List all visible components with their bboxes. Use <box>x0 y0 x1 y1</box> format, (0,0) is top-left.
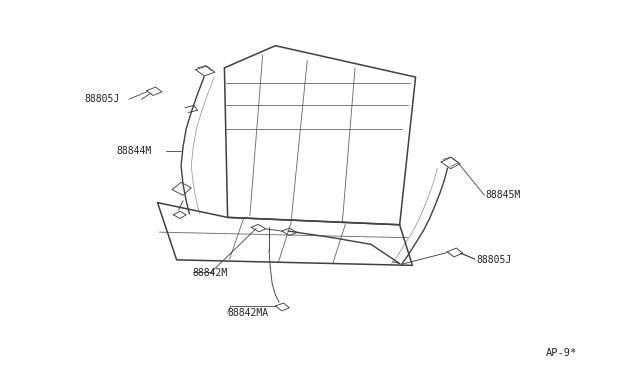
Text: 88845M: 88845M <box>486 190 521 200</box>
Text: 88842M: 88842M <box>193 268 228 278</box>
Text: 88844M: 88844M <box>116 146 151 156</box>
Text: 88842MA: 88842MA <box>228 308 269 318</box>
Text: AP-9*: AP-9* <box>546 348 577 358</box>
Text: 88805J: 88805J <box>84 94 120 104</box>
Text: 88805J: 88805J <box>476 255 511 265</box>
